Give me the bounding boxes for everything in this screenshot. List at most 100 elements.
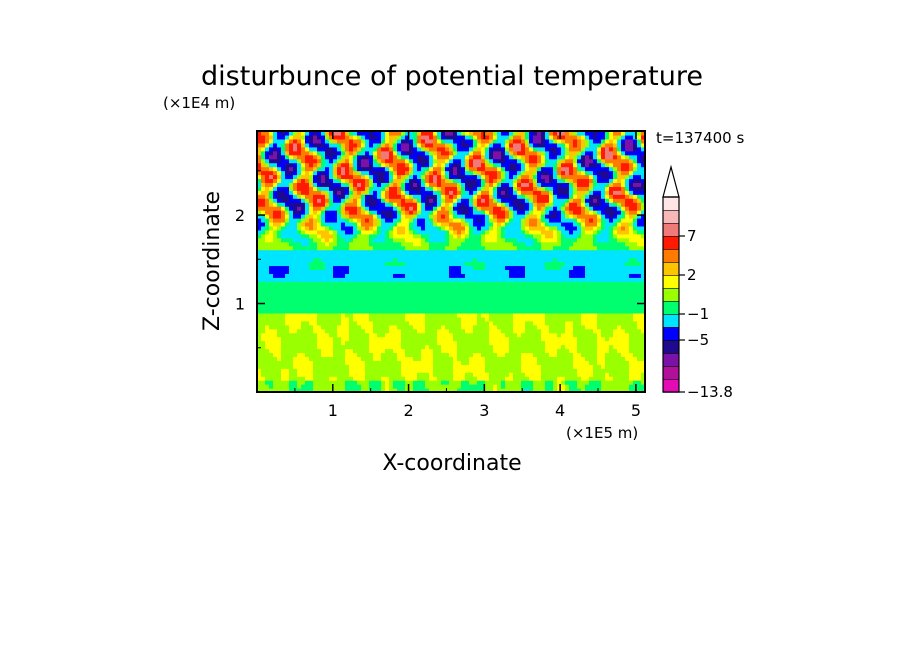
contour-cell (289, 293, 294, 298)
contour-cell (261, 146, 266, 152)
contour-cell (405, 214, 410, 219)
contour-cell (293, 190, 298, 195)
contour-cell (381, 293, 386, 298)
contour-cell (345, 384, 350, 389)
contour-cell (541, 245, 546, 251)
contour-cell (353, 170, 358, 176)
contour-cell (545, 190, 550, 195)
contour-cell (349, 202, 354, 207)
contour-cell (501, 344, 506, 350)
contour-cell (513, 198, 518, 203)
contour-cell (353, 293, 358, 298)
contour-cell (513, 376, 518, 381)
contour-cell (485, 305, 490, 310)
contour-cell (537, 273, 542, 278)
contour-cell (533, 388, 538, 392)
contour-cell (381, 261, 386, 267)
contour-cell (333, 154, 338, 160)
contour-cell (525, 249, 530, 255)
contour-cell (545, 340, 550, 346)
contour-cell (529, 332, 534, 338)
contour-cell (389, 312, 394, 318)
contour-cell (329, 186, 334, 191)
contour-cell (517, 388, 522, 392)
contour-cell (401, 214, 406, 219)
contour-cell (441, 324, 446, 330)
contour-cell (357, 308, 362, 314)
contour-cell (361, 368, 366, 373)
contour-cell (377, 257, 382, 263)
contour-cell (397, 178, 402, 183)
contour-cell (473, 131, 478, 136)
contour-cell (345, 202, 350, 207)
contour-cell (353, 225, 358, 231)
contour-cell (361, 233, 366, 239)
contour-cell (477, 344, 482, 350)
contour-cell (281, 194, 286, 199)
contour-cell (513, 360, 518, 365)
contour-cell (525, 206, 530, 211)
contour-cell (493, 289, 498, 294)
contour-cell (309, 186, 314, 191)
contour-cell (525, 245, 530, 251)
contour-cell (381, 206, 386, 211)
contour-cell (473, 293, 478, 298)
contour-cell (413, 154, 418, 160)
contour-cell (309, 372, 314, 377)
contour-cell (453, 372, 458, 377)
contour-cell (489, 221, 494, 227)
contour-cell (317, 384, 322, 389)
contour-cell (337, 178, 342, 183)
contour-cell (317, 237, 322, 243)
contour-cell (461, 154, 466, 160)
contour-cell (313, 364, 318, 369)
contour-cell (285, 293, 290, 298)
contour-cell (289, 214, 294, 219)
contour-cell (273, 344, 278, 350)
contour-cell (465, 356, 470, 361)
contour-cell (501, 269, 506, 274)
contour-cell (469, 198, 474, 203)
contour-cell (373, 376, 378, 381)
contour-cell (525, 134, 530, 140)
contour-cell (389, 134, 394, 140)
contour-cell (321, 198, 326, 203)
contour-cell (337, 368, 342, 373)
contour-cell (385, 360, 390, 365)
contour-cell (553, 229, 558, 235)
contour-cell (265, 356, 270, 361)
contour-cell (413, 360, 418, 365)
contour-cell (329, 253, 334, 259)
contour-cell (257, 245, 262, 251)
contour-cell (401, 218, 406, 223)
contour-cell (421, 269, 426, 274)
contour-cell (297, 190, 302, 195)
contour-cell (457, 225, 462, 231)
contour-cell (449, 221, 454, 227)
contour-cell (413, 281, 418, 286)
contour-cell (505, 150, 510, 156)
contour-cell (373, 162, 378, 168)
contour-cell (481, 202, 486, 207)
contour-cell (409, 356, 414, 361)
contour-cell (413, 328, 418, 334)
contour-cell (425, 194, 430, 199)
contour-cell (541, 380, 546, 385)
contour-cell (353, 281, 358, 286)
contour-cell (421, 249, 426, 255)
contour-cell (545, 214, 550, 219)
contour-cell (457, 237, 462, 243)
contour-cell (285, 241, 290, 247)
contour-cell (489, 277, 494, 282)
contour-cell (329, 221, 334, 227)
contour-cell (321, 332, 326, 338)
contour-cell (353, 372, 358, 377)
contour-cell (341, 174, 346, 180)
contour-cell (417, 332, 422, 338)
contour-cell (365, 344, 370, 350)
contour-cell (261, 281, 266, 286)
contour-cell (377, 131, 382, 136)
contour-cell (445, 237, 450, 243)
contour-cell (549, 253, 554, 259)
contour-cell (453, 221, 458, 227)
